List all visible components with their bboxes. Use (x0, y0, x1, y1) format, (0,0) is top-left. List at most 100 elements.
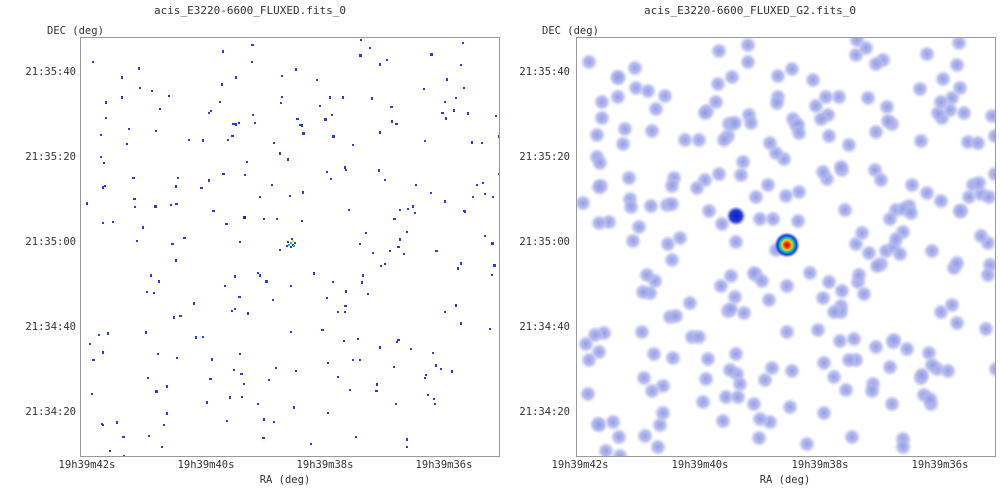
photon-event (393, 366, 395, 368)
photon-event (406, 438, 408, 441)
smoothed-blob (663, 251, 681, 269)
photon-event (342, 96, 344, 99)
photon-event (345, 290, 347, 293)
smoothed-blob (789, 212, 807, 230)
photon-event (177, 177, 179, 179)
smoothed-blob (867, 123, 885, 141)
image-frame-raw[interactable] (80, 37, 500, 457)
photon-event (211, 358, 213, 361)
photon-event (259, 274, 261, 277)
photon-event (379, 63, 381, 66)
photon-event (273, 142, 275, 144)
source-event (287, 241, 289, 243)
smoothed-blob (836, 201, 854, 219)
photon-event (395, 403, 397, 405)
photon-event (271, 184, 273, 186)
x-tick-smoothed-2: 19h39m38s (791, 459, 849, 471)
smoothed-blob (642, 197, 660, 215)
photon-event (375, 390, 378, 392)
photon-event (222, 173, 225, 175)
smoothed-blob (643, 382, 661, 400)
smoothed-blob (911, 80, 929, 98)
y-tick-raw-1: 21:35:20 (25, 151, 76, 163)
photon-event (293, 406, 295, 409)
y-axis-label-raw: DEC (deg) (47, 25, 104, 37)
photon-event (257, 403, 259, 405)
photon-event (252, 114, 254, 116)
photon-event (397, 339, 400, 341)
smoothed-blob (729, 388, 747, 406)
photon-event (361, 281, 363, 284)
photon-event (414, 212, 416, 214)
photon-event (279, 152, 281, 155)
photon-event (121, 76, 123, 78)
photon-event (210, 110, 212, 112)
photon-event (134, 206, 136, 208)
photon-event (455, 304, 457, 307)
photon-event (241, 396, 243, 398)
x-tick-raw-0: 19h39m42s (58, 459, 116, 471)
photon-event (397, 246, 400, 248)
smoothed-blob (987, 360, 995, 378)
source-event (294, 242, 296, 244)
photon-event (107, 332, 109, 335)
smoothed-blob (590, 178, 608, 196)
photon-event (406, 231, 408, 233)
smoothed-blob (820, 273, 838, 291)
photon-event (360, 39, 362, 41)
photon-event (299, 124, 301, 126)
smoothed-blob (633, 323, 651, 341)
y-axis-label-smoothed: DEC (deg) (542, 25, 599, 37)
smoothed-blob (814, 289, 832, 307)
source-event (293, 245, 295, 247)
smoothed-blob (832, 158, 850, 176)
photon-event (455, 97, 457, 99)
photon-event (321, 329, 324, 331)
smoothed-blob (707, 93, 725, 111)
photon-event (326, 297, 328, 299)
photon-event (425, 374, 427, 376)
photon-event (239, 241, 241, 243)
photon-event (295, 68, 297, 71)
photon-event (225, 223, 228, 225)
x-axis-label-smoothed: RA (deg) (759, 474, 811, 486)
photon-event (393, 218, 396, 220)
photon-event (206, 401, 208, 404)
photon-event (435, 250, 438, 252)
photon-event (229, 396, 231, 399)
smoothed-blob (820, 127, 838, 145)
photon-event (171, 243, 174, 245)
photon-event (173, 316, 175, 319)
smoothed-blob (690, 131, 708, 149)
photon-event (263, 218, 265, 220)
photon-event (352, 144, 354, 146)
photon-event (415, 184, 417, 186)
photon-event (257, 272, 259, 274)
smoothed-blob (983, 107, 995, 125)
photon-event (265, 280, 268, 283)
smoothed-blob (830, 88, 848, 106)
photon-event (200, 187, 203, 189)
smoothed-blob (863, 382, 881, 400)
photon-event (324, 118, 327, 121)
source-event (292, 240, 294, 242)
smoothed-blob (850, 266, 868, 284)
smoothed-blob (694, 393, 712, 411)
smoothed-blob (604, 413, 622, 431)
smoothed-blob (715, 131, 733, 149)
smoothed-blob (727, 233, 745, 251)
photon-event (232, 123, 235, 125)
smoothed-blob (732, 166, 750, 184)
photon-event (427, 394, 429, 396)
x-tick-raw-1: 19h39m40s (177, 459, 235, 471)
x-tick-raw-2: 19h39m38s (296, 459, 354, 471)
photon-event (403, 253, 405, 255)
photon-event (359, 359, 361, 361)
photon-event (457, 267, 459, 270)
smoothed-blob (586, 326, 604, 344)
photon-event (247, 312, 249, 315)
image-frame-smoothed[interactable] (576, 37, 996, 457)
photon-event (498, 173, 499, 175)
photon-event (451, 370, 453, 373)
photon-event (224, 285, 226, 287)
